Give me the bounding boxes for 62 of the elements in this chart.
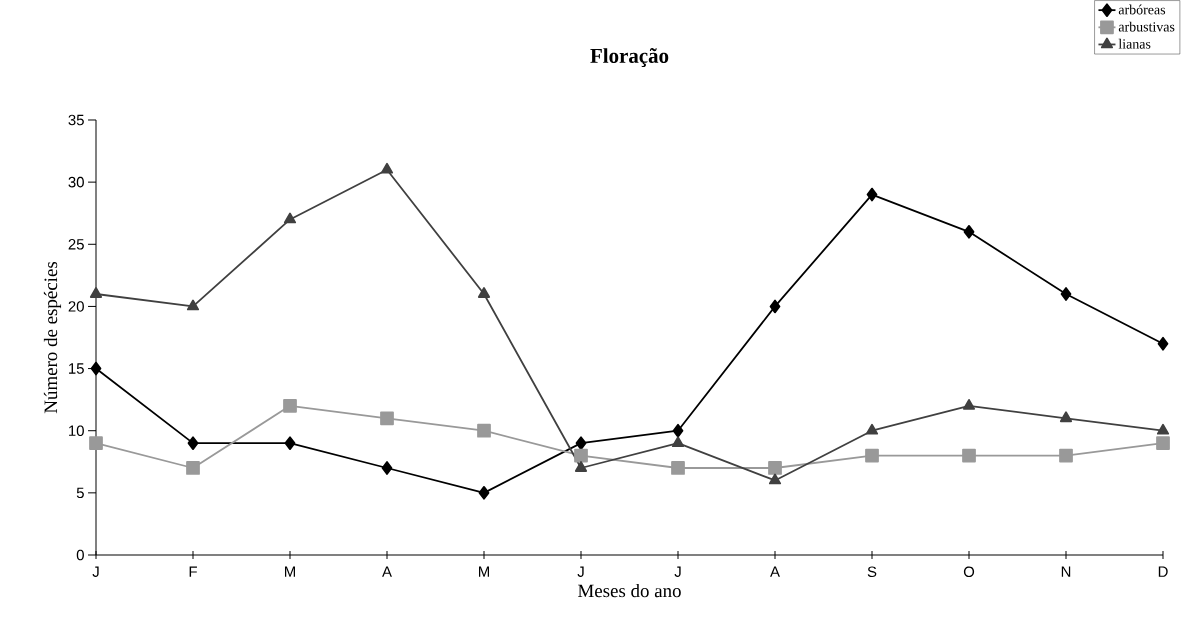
chart-title: Floração xyxy=(590,48,669,67)
point xyxy=(962,448,976,463)
y-tick-label: 5 xyxy=(76,487,84,499)
y-tick-label: 15 xyxy=(69,363,84,374)
y-tick-label: 20 xyxy=(68,301,84,312)
point xyxy=(769,299,781,314)
y-tick-label: 35 xyxy=(68,114,84,126)
y-tick-label: 30 xyxy=(68,176,84,188)
point xyxy=(283,212,297,224)
point xyxy=(574,461,588,472)
x-tick-label: M xyxy=(479,566,489,577)
y-tick-label: 10 xyxy=(69,425,84,436)
point xyxy=(283,398,297,413)
point xyxy=(1156,423,1170,435)
point xyxy=(186,299,200,311)
x-tick-label: F xyxy=(189,566,197,577)
y-tick-label: 0 xyxy=(76,549,84,561)
legend-label: arbóreas xyxy=(1118,4,1166,15)
point xyxy=(768,461,782,475)
x-tick-label: N xyxy=(1061,566,1071,577)
point xyxy=(477,287,491,298)
point xyxy=(186,461,200,475)
point xyxy=(1059,411,1073,423)
point xyxy=(187,436,199,451)
legend-label: lianas xyxy=(1118,38,1151,49)
point xyxy=(89,436,103,451)
x-tick-label: J xyxy=(674,566,681,577)
x-tick-label: A xyxy=(382,566,392,577)
x-tick-label: D xyxy=(1158,566,1168,577)
x-axis-title: Meses do ano xyxy=(578,583,681,598)
point xyxy=(866,187,878,202)
point xyxy=(1059,448,1073,463)
point xyxy=(865,423,879,435)
point xyxy=(380,411,394,426)
point xyxy=(478,485,490,500)
y-tick-label: 25 xyxy=(68,238,84,250)
point xyxy=(1157,336,1169,351)
x-tick-label: O xyxy=(963,566,975,578)
point xyxy=(575,436,587,451)
point xyxy=(963,224,975,239)
point xyxy=(1060,287,1072,301)
point xyxy=(865,448,879,463)
point xyxy=(671,436,685,448)
y-axis-title: Número de espécies xyxy=(43,261,62,414)
point xyxy=(671,461,685,475)
point xyxy=(284,436,296,451)
point xyxy=(380,162,394,174)
x-tick-label: S xyxy=(867,566,877,578)
point xyxy=(89,287,103,298)
legend-label: arbustivas xyxy=(1118,21,1175,32)
x-tick-label: J xyxy=(92,566,99,577)
x-tick-label: M xyxy=(285,566,295,577)
point xyxy=(574,448,588,463)
point xyxy=(672,423,684,438)
x-tick-label: J xyxy=(577,566,584,577)
point xyxy=(477,423,491,438)
point xyxy=(962,398,976,410)
point xyxy=(1156,436,1170,451)
point xyxy=(90,361,102,376)
point xyxy=(768,473,782,485)
x-tick-label: A xyxy=(770,566,780,577)
point xyxy=(381,461,393,475)
